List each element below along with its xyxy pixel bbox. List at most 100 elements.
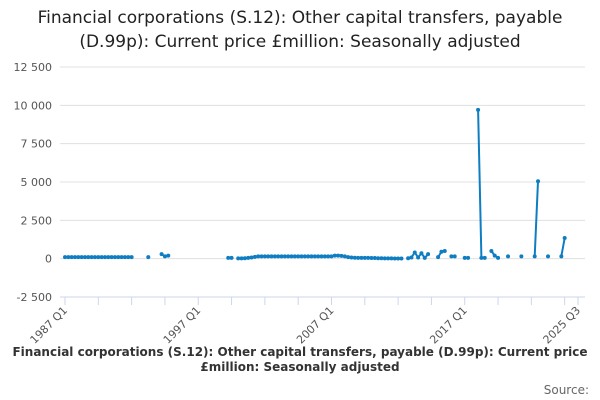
- data-point: [259, 254, 264, 259]
- data-point: [92, 255, 97, 260]
- data-point: [466, 255, 471, 260]
- data-point: [266, 254, 271, 259]
- x-tick-label: 2025 Q3: [541, 304, 584, 347]
- data-point: [79, 255, 84, 260]
- data-point: [449, 254, 454, 259]
- data-point: [299, 254, 304, 259]
- data-point: [359, 255, 364, 260]
- data-point: [462, 255, 467, 260]
- data-point: [519, 254, 524, 259]
- data-point: [102, 255, 107, 260]
- data-point: [279, 254, 284, 259]
- data-point: [312, 254, 317, 259]
- data-point: [412, 250, 417, 255]
- data-point: [106, 255, 111, 260]
- data-point: [309, 254, 314, 259]
- data-point: [289, 254, 294, 259]
- data-point: [376, 256, 381, 261]
- y-tick-label: 7 500: [21, 138, 53, 151]
- data-point: [506, 254, 511, 259]
- data-point: [129, 255, 134, 260]
- data-point: [326, 254, 331, 259]
- data-point: [239, 256, 244, 261]
- data-point: [439, 249, 444, 254]
- data-point: [292, 254, 297, 259]
- series-line: [560, 237, 566, 257]
- data-point: [302, 254, 307, 259]
- data-point: [109, 255, 114, 260]
- data-point: [329, 254, 334, 259]
- data-point: [72, 255, 77, 260]
- data-point: [386, 256, 391, 261]
- data-point: [399, 256, 404, 261]
- data-point: [352, 255, 357, 260]
- data-point: [496, 255, 501, 260]
- data-point: [229, 255, 234, 260]
- data-point: [409, 255, 414, 260]
- data-point: [256, 254, 261, 259]
- y-tick-label: -2 500: [17, 291, 52, 304]
- data-point: [236, 256, 241, 261]
- data-point: [146, 255, 151, 260]
- data-point: [492, 253, 497, 258]
- data-point: [276, 254, 281, 259]
- data-point: [349, 255, 354, 260]
- data-point: [296, 254, 301, 259]
- chart-title: Financial corporations (S.12): Other cap…: [37, 8, 563, 52]
- data-point: [339, 253, 344, 258]
- data-point: [442, 249, 447, 253]
- source-label: Source:: [543, 383, 589, 397]
- x-tick-label: 2007 Q1: [294, 304, 337, 347]
- x-tick-label: 1987 Q1: [28, 304, 71, 347]
- data-point: [166, 253, 171, 258]
- data-point: [269, 254, 274, 259]
- data-point: [159, 252, 164, 257]
- data-point: [372, 256, 377, 261]
- data-point: [416, 255, 421, 260]
- data-point: [82, 255, 87, 260]
- data-point: [392, 256, 397, 261]
- data-point: [282, 254, 287, 259]
- data-point: [66, 255, 71, 260]
- y-tick-label: 0: [45, 253, 52, 266]
- data-point: [342, 254, 347, 259]
- data-point: [63, 255, 67, 260]
- data-point: [262, 254, 267, 259]
- x-tick-label: 1997 Q1: [161, 304, 204, 347]
- data-point: [562, 235, 567, 240]
- data-point: [476, 107, 481, 112]
- data-point: [479, 255, 484, 260]
- data-point: [126, 255, 131, 260]
- data-point: [119, 255, 124, 260]
- x-tick-label: 2017 Q1: [427, 304, 470, 347]
- data-point: [489, 249, 494, 253]
- y-tick-label: 2 500: [21, 214, 53, 227]
- data-point: [336, 253, 341, 258]
- series-line: [477, 109, 485, 259]
- data-point: [346, 255, 351, 260]
- data-point: [382, 256, 387, 261]
- data-point: [162, 254, 167, 259]
- data-point: [406, 256, 411, 261]
- data-point: [242, 256, 247, 261]
- data-point: [356, 255, 361, 260]
- data-point: [546, 254, 551, 259]
- data-point: [332, 253, 337, 258]
- data-point: [422, 255, 427, 260]
- data-point: [86, 255, 91, 260]
- data-point: [286, 254, 291, 259]
- data-point: [89, 255, 94, 260]
- data-point: [389, 256, 394, 261]
- data-point: [362, 255, 367, 260]
- data-point: [96, 255, 101, 260]
- data-point: [322, 254, 327, 259]
- y-tick-label: 10 000: [14, 99, 53, 112]
- data-point: [272, 254, 277, 259]
- data-point: [122, 255, 127, 260]
- y-tick-label: 12 500: [14, 61, 53, 74]
- data-point: [379, 256, 384, 261]
- series-line: [533, 181, 539, 257]
- data-point: [112, 255, 117, 260]
- data-point: [306, 254, 311, 259]
- data-point: [246, 255, 251, 260]
